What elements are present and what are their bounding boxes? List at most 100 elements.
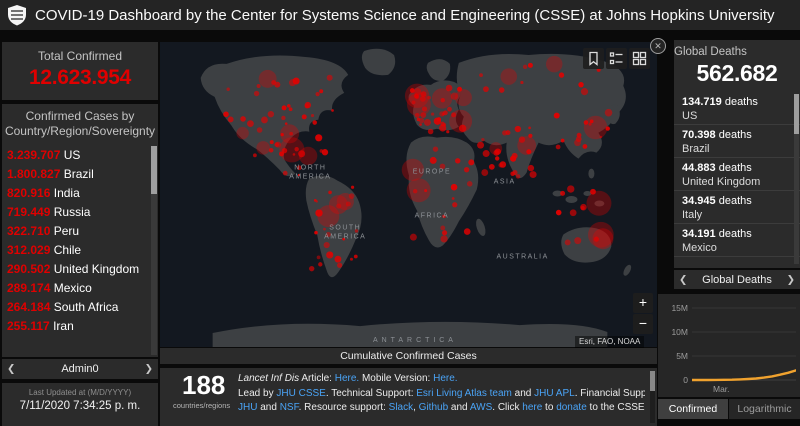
label-australia: AUSTRALIA bbox=[497, 253, 549, 260]
confirmed-country-row[interactable]: 255.117 Iran bbox=[2, 317, 158, 336]
death-country-row[interactable]: 34.191 deaths Mexico bbox=[674, 224, 800, 257]
madagascar bbox=[476, 218, 486, 237]
death-country-row[interactable]: 44.883 deaths United Kingdom bbox=[674, 158, 800, 191]
country-name: Mexico bbox=[53, 281, 92, 295]
text: and bbox=[257, 402, 280, 413]
map-caption: Cumulative Confirmed Cases bbox=[160, 348, 657, 364]
confirmed-country-row[interactable]: 3.239.707 US bbox=[2, 146, 158, 165]
jhu-shield-icon bbox=[8, 5, 26, 26]
country-name: South Africa bbox=[53, 300, 119, 314]
confirmed-country-row[interactable]: 820.916 India bbox=[2, 184, 158, 203]
jhu-apl-link[interactable]: JHU APL bbox=[534, 387, 575, 399]
confirmed-country-row[interactable]: 312.029 Chile bbox=[2, 241, 158, 260]
tab-confirmed[interactable]: Confirmed bbox=[658, 399, 728, 419]
death-unit: deaths bbox=[718, 228, 752, 240]
text: to bbox=[542, 402, 557, 413]
text: , bbox=[413, 402, 419, 413]
aws-link[interactable]: AWS bbox=[469, 402, 493, 413]
ytick-10m: 10M bbox=[671, 327, 688, 337]
island bbox=[583, 191, 592, 196]
country-name: Mexico bbox=[682, 242, 717, 254]
death-count: 134.719 bbox=[682, 96, 722, 108]
text: Mobile Version: bbox=[359, 373, 434, 384]
confirmed-list-title-line2: Country/Region/Sovereignty bbox=[4, 124, 156, 138]
label-antarctica: ANTARCTICA bbox=[373, 337, 457, 344]
global-deaths-panel: Global Deaths 562.682 134.719 deaths US 7… bbox=[674, 40, 800, 268]
island bbox=[594, 200, 605, 207]
text: . Click bbox=[492, 402, 523, 413]
here-link[interactable]: here bbox=[522, 402, 543, 413]
country-name: Italy bbox=[682, 209, 703, 221]
country-name: United Kingdom bbox=[682, 176, 761, 188]
jhu-link[interactable]: JHU bbox=[238, 402, 258, 413]
confirmed-country-row[interactable]: 719.449 Russia bbox=[2, 203, 158, 222]
deaths-list-scrollbar[interactable] bbox=[794, 94, 799, 264]
tab-logarithmic[interactable]: Logarithmic bbox=[729, 399, 800, 419]
label-north-america-2: AMERICA bbox=[289, 174, 331, 181]
notes-scrollbar[interactable] bbox=[650, 371, 655, 423]
github-link[interactable]: Github bbox=[418, 402, 449, 413]
death-unit: deaths bbox=[724, 96, 758, 108]
article-link[interactable]: Here. bbox=[334, 373, 360, 384]
case-count: 290.502 bbox=[7, 262, 51, 276]
notes-panel: 188 countries/regions Lancet Inf Dis Art… bbox=[160, 368, 657, 426]
continent-africa bbox=[406, 136, 479, 248]
death-country-row[interactable]: 134.719 deaths US bbox=[674, 92, 800, 125]
jhu-csse-link[interactable]: JHU CSSE bbox=[276, 387, 326, 399]
bookmark-icon[interactable] bbox=[583, 48, 604, 69]
deaths-list-scrollbar-thumb[interactable] bbox=[794, 94, 799, 134]
world-map[interactable]: NORTH AMERICA EUROPE ASIA AFRICA SOUTH A… bbox=[160, 42, 657, 347]
text: and bbox=[511, 387, 535, 399]
label-south-america: SOUTH bbox=[329, 224, 361, 231]
country-name: United Kingdom bbox=[53, 262, 140, 276]
total-confirmed-value: 12.623.954 bbox=[28, 66, 132, 89]
case-count: 289.174 bbox=[7, 281, 51, 295]
chart-tabs: Confirmed Logarithmic bbox=[658, 399, 800, 419]
confirmed-country-row[interactable]: 322.710 Peru bbox=[2, 222, 158, 241]
donate-link[interactable]: donate bbox=[556, 402, 587, 413]
label-asia: ASIA bbox=[494, 179, 516, 186]
global-deaths-pager-label: Global Deaths bbox=[702, 273, 772, 286]
nsf-link[interactable]: NSF bbox=[279, 402, 299, 413]
confirmed-trend-chart: 15M 10M 5M 0 Mar. bbox=[658, 294, 800, 397]
death-country-row[interactable]: 34.945 deaths Italy bbox=[674, 191, 800, 224]
country-name: Iran bbox=[53, 319, 74, 333]
label-europe: EUROPE bbox=[413, 169, 451, 176]
pager-next-icon[interactable]: ❯ bbox=[786, 274, 795, 285]
label-south-america-2: AMERICA bbox=[324, 233, 366, 240]
pager-prev-icon[interactable]: ❮ bbox=[679, 274, 688, 285]
death-country-row[interactable]: 70.398 deaths Brazil bbox=[674, 125, 800, 158]
basemap-grid-icon[interactable] bbox=[629, 48, 650, 69]
confirmed-list-scrollbar[interactable] bbox=[151, 146, 157, 355]
continent-north-america bbox=[200, 55, 349, 177]
world-map-canvas: NORTH AMERICA EUROPE ASIA AFRICA SOUTH A… bbox=[160, 42, 657, 347]
confirmed-country-list: 3.239.707 US 1.800.827 Brazil 820.916 In… bbox=[2, 146, 158, 357]
journal-name: Lancet Inf Dis bbox=[238, 373, 300, 384]
credits-text: Lancet Inf Dis Article: Here. Mobile Ver… bbox=[238, 372, 645, 416]
pager-prev-icon[interactable]: ❮ bbox=[7, 363, 16, 375]
esri-living-atlas-link[interactable]: Esri Living Atlas team bbox=[416, 387, 512, 399]
admin0-pager-label: Admin0 bbox=[61, 363, 99, 375]
case-dot-cluster bbox=[223, 55, 614, 272]
total-confirmed-panel: Total Confirmed 12.623.954 bbox=[2, 42, 158, 100]
island bbox=[565, 195, 578, 203]
admin0-pager: ❮ Admin0 ❯ bbox=[2, 359, 158, 379]
slack-link[interactable]: Slack bbox=[388, 402, 414, 413]
confirmed-list-scrollbar-thumb[interactable] bbox=[151, 146, 157, 194]
legend-icon[interactable] bbox=[606, 48, 627, 69]
case-count: 264.184 bbox=[7, 300, 51, 314]
map-tools bbox=[583, 48, 650, 69]
confirmed-country-row[interactable]: 289.174 Mexico bbox=[2, 279, 158, 298]
pager-next-icon[interactable]: ❯ bbox=[144, 363, 153, 375]
notes-scrollbar-thumb[interactable] bbox=[650, 371, 655, 391]
last-updated-label: Last Updated at (M/D/YYYY) bbox=[28, 388, 132, 397]
mobile-version-link[interactable]: Here. bbox=[433, 373, 458, 384]
zoom-out-button[interactable]: − bbox=[633, 314, 653, 334]
confirmed-country-row[interactable]: 264.184 South Africa bbox=[2, 298, 158, 317]
confirmed-country-row[interactable]: 1.800.827 Brazil bbox=[2, 165, 158, 184]
zoom-in-button[interactable]: + bbox=[633, 293, 653, 313]
page-title: COVID-19 Dashboard by the Center for Sys… bbox=[35, 6, 775, 24]
confirmed-country-row[interactable]: 290.502 United Kingdom bbox=[2, 260, 158, 279]
country-name: US bbox=[63, 148, 81, 162]
close-icon[interactable]: ✕ bbox=[650, 38, 666, 54]
